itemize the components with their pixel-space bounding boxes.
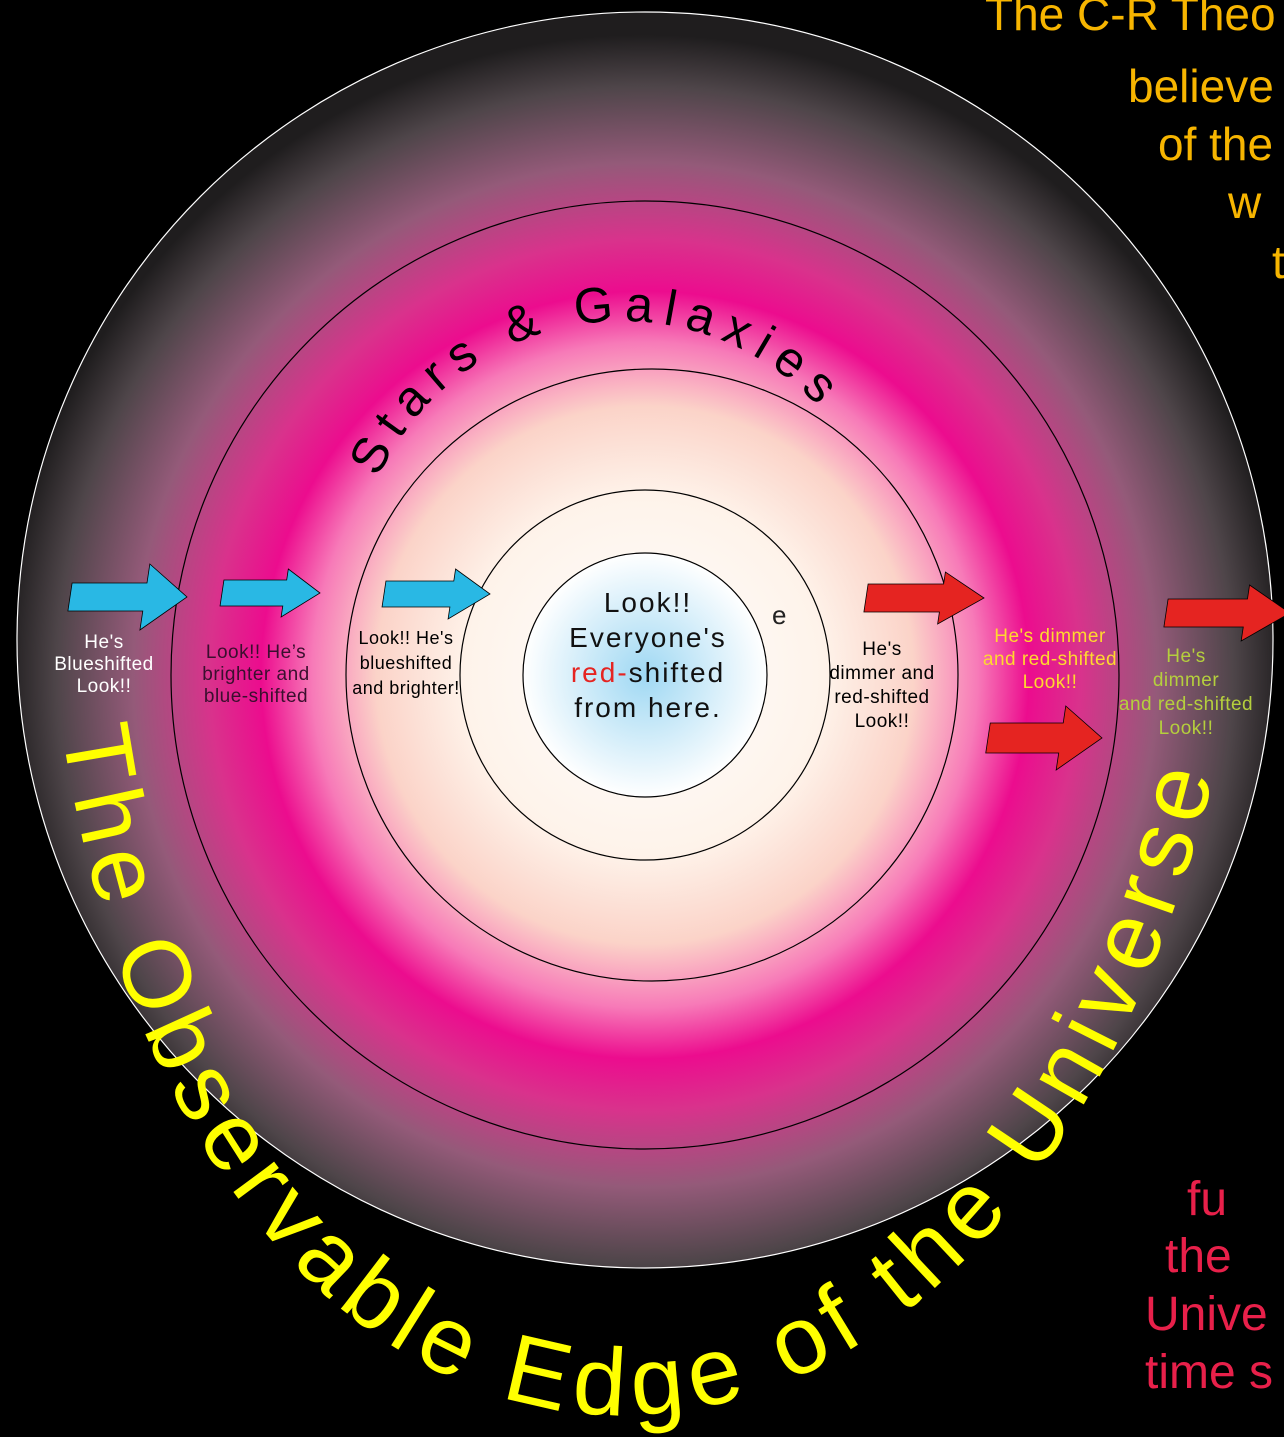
arrow [985, 705, 1103, 771]
shift-label: Look!! [855, 711, 910, 732]
center-highlight: red- [571, 657, 629, 688]
ring [345, 368, 959, 982]
shift-label: blueshifted [360, 653, 453, 673]
corner-text: w [1227, 176, 1262, 228]
corner-text: believe [1128, 60, 1274, 112]
center-text: red-shifted [571, 657, 725, 688]
bottom-right-text: time s [1145, 1346, 1273, 1399]
bottom-right-text: the [1165, 1230, 1232, 1283]
arrow [67, 563, 188, 631]
center-highlight-rest: shifted [629, 657, 726, 688]
bottom-right-text: Unive [1145, 1288, 1268, 1341]
shift-label: Look!! He’s [206, 642, 306, 663]
arrow [381, 568, 491, 620]
center-text: Look!! [604, 587, 692, 618]
shift-label: Look!! [1159, 718, 1214, 739]
arrow [863, 571, 985, 625]
corner-text: t [1272, 236, 1284, 288]
corner-text: of the [1158, 118, 1273, 170]
arrow [1163, 584, 1284, 642]
shift-label: He's [84, 632, 123, 653]
shift-label: and red-shifted [1119, 694, 1253, 715]
bottom-right-text: fu [1187, 1173, 1227, 1226]
shift-label: Look!! [1023, 672, 1078, 693]
shift-label: He's [862, 639, 901, 660]
stray-text: e [772, 600, 786, 630]
shift-label: Look!! He's [359, 628, 454, 648]
shift-label: brighter and [202, 664, 309, 685]
corner-text: The C-R Theo [985, 0, 1276, 40]
shift-label: Blueshifted [54, 654, 154, 675]
shift-label: Look!! [77, 676, 132, 697]
shift-label: and brighter! [352, 678, 460, 698]
arrow [219, 568, 321, 618]
shift-label: blue-shifted [204, 686, 308, 707]
shift-label: dimmer [1153, 670, 1220, 691]
shift-label: and red-shifted [983, 649, 1117, 670]
center-text: from here. [574, 692, 722, 723]
observer-core [522, 552, 768, 798]
ring [170, 200, 1120, 1150]
center-text: Everyone's [569, 622, 727, 653]
ring [459, 489, 831, 861]
shift-label: He's dimmer [994, 626, 1106, 647]
shift-label: He's [1166, 646, 1205, 667]
shift-label: dimmer and [829, 663, 934, 684]
shift-label: red-shifted [834, 687, 929, 708]
